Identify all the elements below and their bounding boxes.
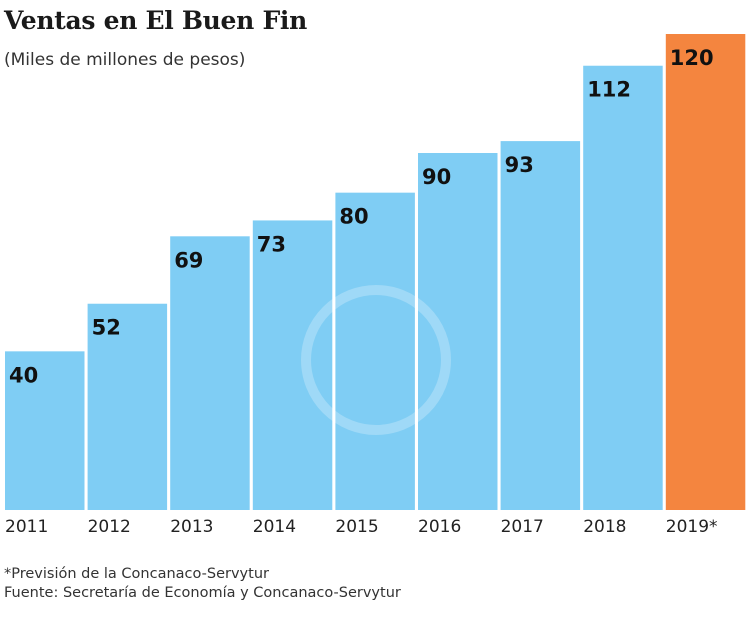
- x-tick-label: 2019*: [666, 517, 718, 537]
- forecast-note: *Previsión de la Concanaco-Servytur: [4, 566, 269, 582]
- x-tick-label: 2018: [583, 517, 626, 537]
- x-tick-label: 2015: [335, 517, 378, 537]
- watermark-logo: [301, 285, 451, 435]
- bar-2014: [252, 220, 333, 510]
- x-tick-label: 2016: [418, 517, 461, 537]
- x-tick-label: 2014: [253, 517, 296, 537]
- bar-2019: [665, 34, 746, 510]
- bar-2013: [170, 236, 250, 511]
- data-label: 93: [505, 153, 534, 177]
- data-label: 73: [257, 232, 286, 256]
- data-label: 69: [174, 248, 203, 272]
- chart-subtitle: (Miles de millones de pesos): [4, 50, 246, 70]
- bar-2018: [583, 65, 663, 510]
- data-label: 90: [422, 165, 451, 189]
- source-note: Fuente: Secretaría de Economía y Concana…: [4, 585, 401, 601]
- bar-2015: [335, 192, 415, 510]
- x-tick-label: 2017: [501, 517, 544, 537]
- bar-2017: [500, 141, 581, 510]
- data-label: 120: [670, 46, 714, 70]
- x-tick-label: 2013: [170, 517, 213, 537]
- bar-2012: [87, 303, 168, 510]
- data-label: 80: [339, 205, 368, 229]
- x-tick-label: 2011: [5, 517, 48, 537]
- bar-2016: [418, 153, 498, 510]
- data-label: 40: [9, 363, 38, 387]
- data-label: 52: [92, 316, 121, 340]
- bar-2011: [5, 351, 85, 510]
- data-label: 112: [587, 78, 631, 102]
- chart-title: Ventas en El Buen Fin: [4, 6, 307, 35]
- x-tick-label: 2012: [88, 517, 131, 537]
